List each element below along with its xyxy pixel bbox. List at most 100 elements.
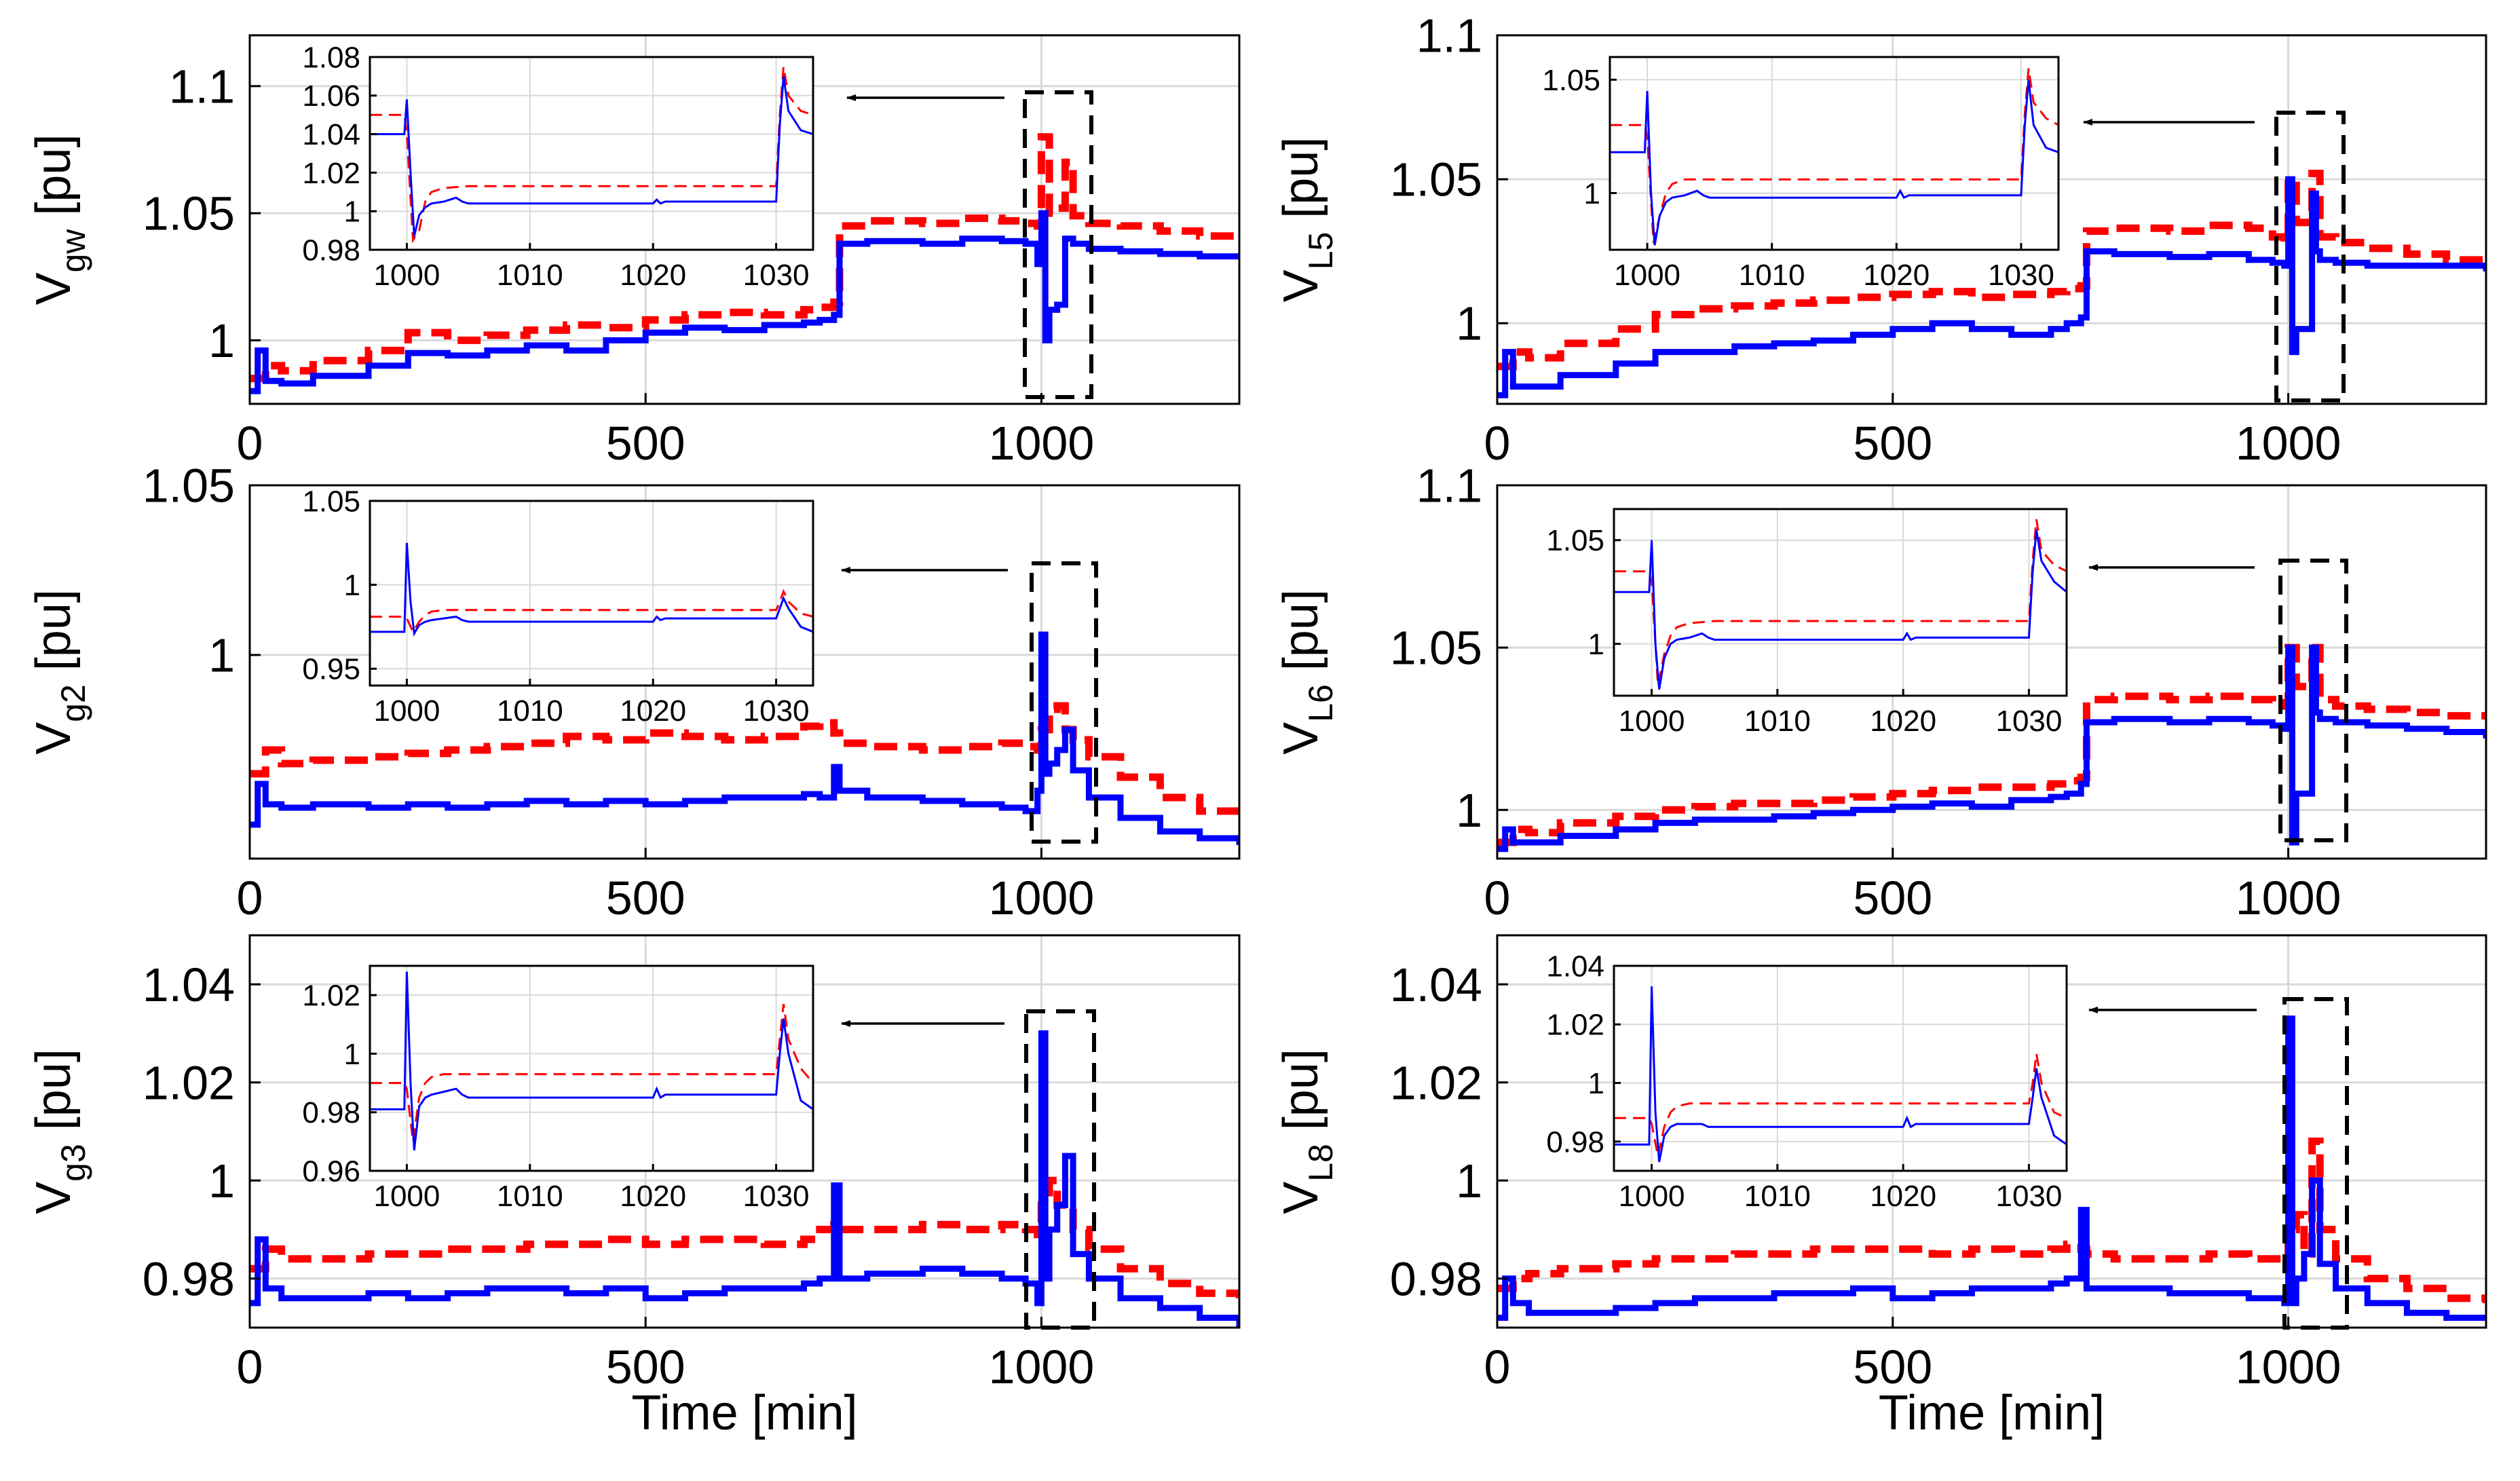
subplot-gw-xtick-label: 500 — [606, 417, 685, 470]
inset-L5-ytick-label: 1.05 — [1542, 64, 1600, 97]
subplot-L6-series-blue — [1497, 644, 2486, 852]
inset-g2-xtick-label: 1010 — [497, 694, 563, 728]
inset-L8-series-blue — [1614, 986, 2067, 1163]
inset-L6-xtick-label: 1030 — [1995, 705, 2062, 738]
subplot-L5-ytick-label: 1 — [1456, 297, 1482, 350]
subplot-g2-ytick-label: 1.05 — [143, 460, 235, 512]
inset-gw-plot-area — [370, 57, 813, 250]
subplot-g3-ytick-label: 0.98 — [143, 1252, 235, 1305]
inset-L6-series-group — [1614, 519, 2067, 690]
subplot-L6-ylabel: VL6 [pu] — [1274, 589, 1340, 755]
subplot-g3-xtick-label: 0 — [237, 1341, 263, 1393]
ylabel-main: V — [26, 273, 81, 305]
ylabel-subscript: gw — [54, 229, 92, 273]
subplot-g2-xtick-label: 1000 — [989, 871, 1095, 924]
inset-L8-ytick-label: 1.04 — [1546, 950, 1604, 983]
inset-L8-xtick-label: 1020 — [1870, 1180, 1936, 1213]
subplot-g3-ylabel: Vg3 [pu] — [26, 1049, 92, 1214]
inset-g3-xtick-label: 1030 — [743, 1180, 810, 1213]
inset-gw-series-group — [370, 66, 813, 244]
subplot-g3-frame — [248, 934, 1241, 1329]
subplot-g3-ytick-label: 1.02 — [143, 1056, 235, 1109]
ylabel-subscript: g2 — [54, 684, 92, 722]
ylabel-main: V — [1274, 269, 1328, 302]
inset-gw-ytick-label: 1.04 — [302, 118, 360, 151]
inset-L5-plot-area — [1610, 57, 2058, 250]
subplot-L8-ytick-label: 0.98 — [1390, 1252, 1482, 1305]
subplot-g2-frame — [248, 484, 1241, 860]
inset-L5-ytick-label: 1 — [1584, 177, 1600, 210]
inset-g2-ytick-label: 1 — [344, 569, 360, 602]
subplot-L8-series-group — [1497, 1015, 2486, 1321]
inset-g2-series-red — [370, 588, 813, 635]
inset-gw-ytick-label: 1.06 — [302, 79, 360, 113]
subplot-L8: 0 500 1000 0.98 1 1.02 1.04 VL8 [pu] Time [min] 1… — [1274, 934, 2487, 1440]
subplot-L8-series-blue — [1497, 1015, 2486, 1321]
subplot-g2: 0 500 1000 1 1.05 Vg2 [pu] 1000 1010 1020 1030 0.9… — [26, 460, 1241, 924]
subplot-L8-xtick-label: 500 — [1853, 1341, 1932, 1393]
subplot-g3-series-group — [250, 1030, 1239, 1328]
subplot-L6-xtick-label: 500 — [1853, 871, 1932, 924]
subplot-gw-xtick-label: 0 — [237, 417, 263, 470]
inset-L8-series-red — [1614, 1053, 2067, 1157]
ylabel-main: V — [26, 1182, 81, 1214]
inset-g3-frame — [369, 964, 814, 1172]
inset-L8-ytick-label: 0.98 — [1546, 1125, 1604, 1159]
ylabel-main: V — [1274, 1182, 1328, 1214]
subplot-L5-series-red — [1497, 170, 2486, 371]
subplot-g2-xtick-label: 0 — [237, 871, 263, 924]
subplot-L5-ytick-label: 1.05 — [1390, 153, 1482, 206]
subplot-L6-series-red — [1497, 643, 2486, 846]
ylabel-subscript: L5 — [1302, 232, 1340, 270]
subplot-L6-ytick-label: 1 — [1456, 784, 1482, 837]
inset-L8-plot-area — [1614, 966, 2067, 1171]
inset-g2-series-blue — [370, 542, 813, 637]
inset-g2-xtick-label: 1000 — [373, 694, 440, 728]
ylabel-unit: [pu] — [1274, 1049, 1328, 1144]
subplot-L8-ytick-label: 1.04 — [1390, 958, 1482, 1011]
subplot-L5-inset: 1000 1010 1020 1030 1 1.05 — [1542, 56, 2060, 292]
subplot-gw-ytick-label: 1.1 — [169, 60, 235, 113]
inset-gw-ytick-label: 0.98 — [302, 233, 360, 267]
inset-g2-series-group — [370, 542, 813, 637]
ylabel-unit: [pu] — [1274, 137, 1328, 232]
subplot-L5-xtick-label: 1000 — [2236, 417, 2342, 470]
inset-L8-xtick-label: 1000 — [1619, 1180, 1685, 1213]
subplot-g3-ytick-label: 1 — [208, 1155, 235, 1207]
inset-L6-xtick-label: 1010 — [1744, 705, 1811, 738]
inset-L6-series-blue — [1614, 529, 2067, 690]
inset-L6-ytick-label: 1 — [1588, 628, 1604, 661]
inset-L8-series-group — [1614, 986, 2067, 1163]
subplot-g2-inset: 1000 1010 1020 1030 0.95 1 1.05 — [302, 485, 814, 728]
ylabel-unit: [pu] — [26, 589, 81, 684]
inset-gw-ytick-label: 1.02 — [302, 157, 360, 190]
subplot-L6-frame — [1496, 484, 2487, 860]
inset-g2-ytick-label: 0.95 — [302, 653, 360, 686]
subplot-L5-ylabel: VL5 [pu] — [1274, 137, 1340, 303]
inset-L5-xtick-label: 1010 — [1739, 259, 1805, 292]
subplot-g3-ytick-label: 1.04 — [143, 958, 235, 1011]
subplot-gw-ylabel: Vgw [pu] — [26, 134, 92, 305]
subplot-g2-series-blue — [250, 631, 1239, 845]
subplot-g3-xlabel: Time [min] — [631, 1386, 857, 1440]
inset-L8-xtick-label: 1030 — [1995, 1180, 2062, 1213]
subplot-g3-inset: 1000 1010 1020 1030 0.96 0.98 1 1.02 — [302, 964, 814, 1213]
subplot-g2-xtick-label: 500 — [606, 871, 685, 924]
inset-g2-xtick-label: 1020 — [620, 694, 686, 728]
inset-gw-ytick-label: 1.08 — [302, 41, 360, 74]
inset-L5-series-blue — [1610, 79, 2058, 246]
inset-g3-ytick-label: 1.02 — [302, 979, 360, 1013]
inset-g2-plot-area — [370, 501, 813, 686]
subplot-L6-xtick-label: 0 — [1484, 871, 1511, 924]
subplot-L5-frame — [1496, 34, 2487, 405]
inset-L5-frame — [1609, 56, 2060, 251]
subplot-L5-xtick-label: 500 — [1853, 417, 1932, 470]
subplot-g2-ylabel: Vg2 [pu] — [26, 589, 92, 755]
subplot-gw-xtick-label: 1000 — [989, 417, 1095, 470]
inset-gw-ytick-label: 1 — [344, 195, 360, 229]
subplot-g2-ytick-label: 1 — [208, 629, 235, 682]
subplot-g2-series-group — [250, 631, 1239, 845]
ylabel-subscript: L8 — [1302, 1144, 1340, 1182]
inset-gw-xtick-label: 1020 — [620, 259, 686, 292]
inset-L5-xtick-label: 1030 — [1988, 259, 2054, 292]
